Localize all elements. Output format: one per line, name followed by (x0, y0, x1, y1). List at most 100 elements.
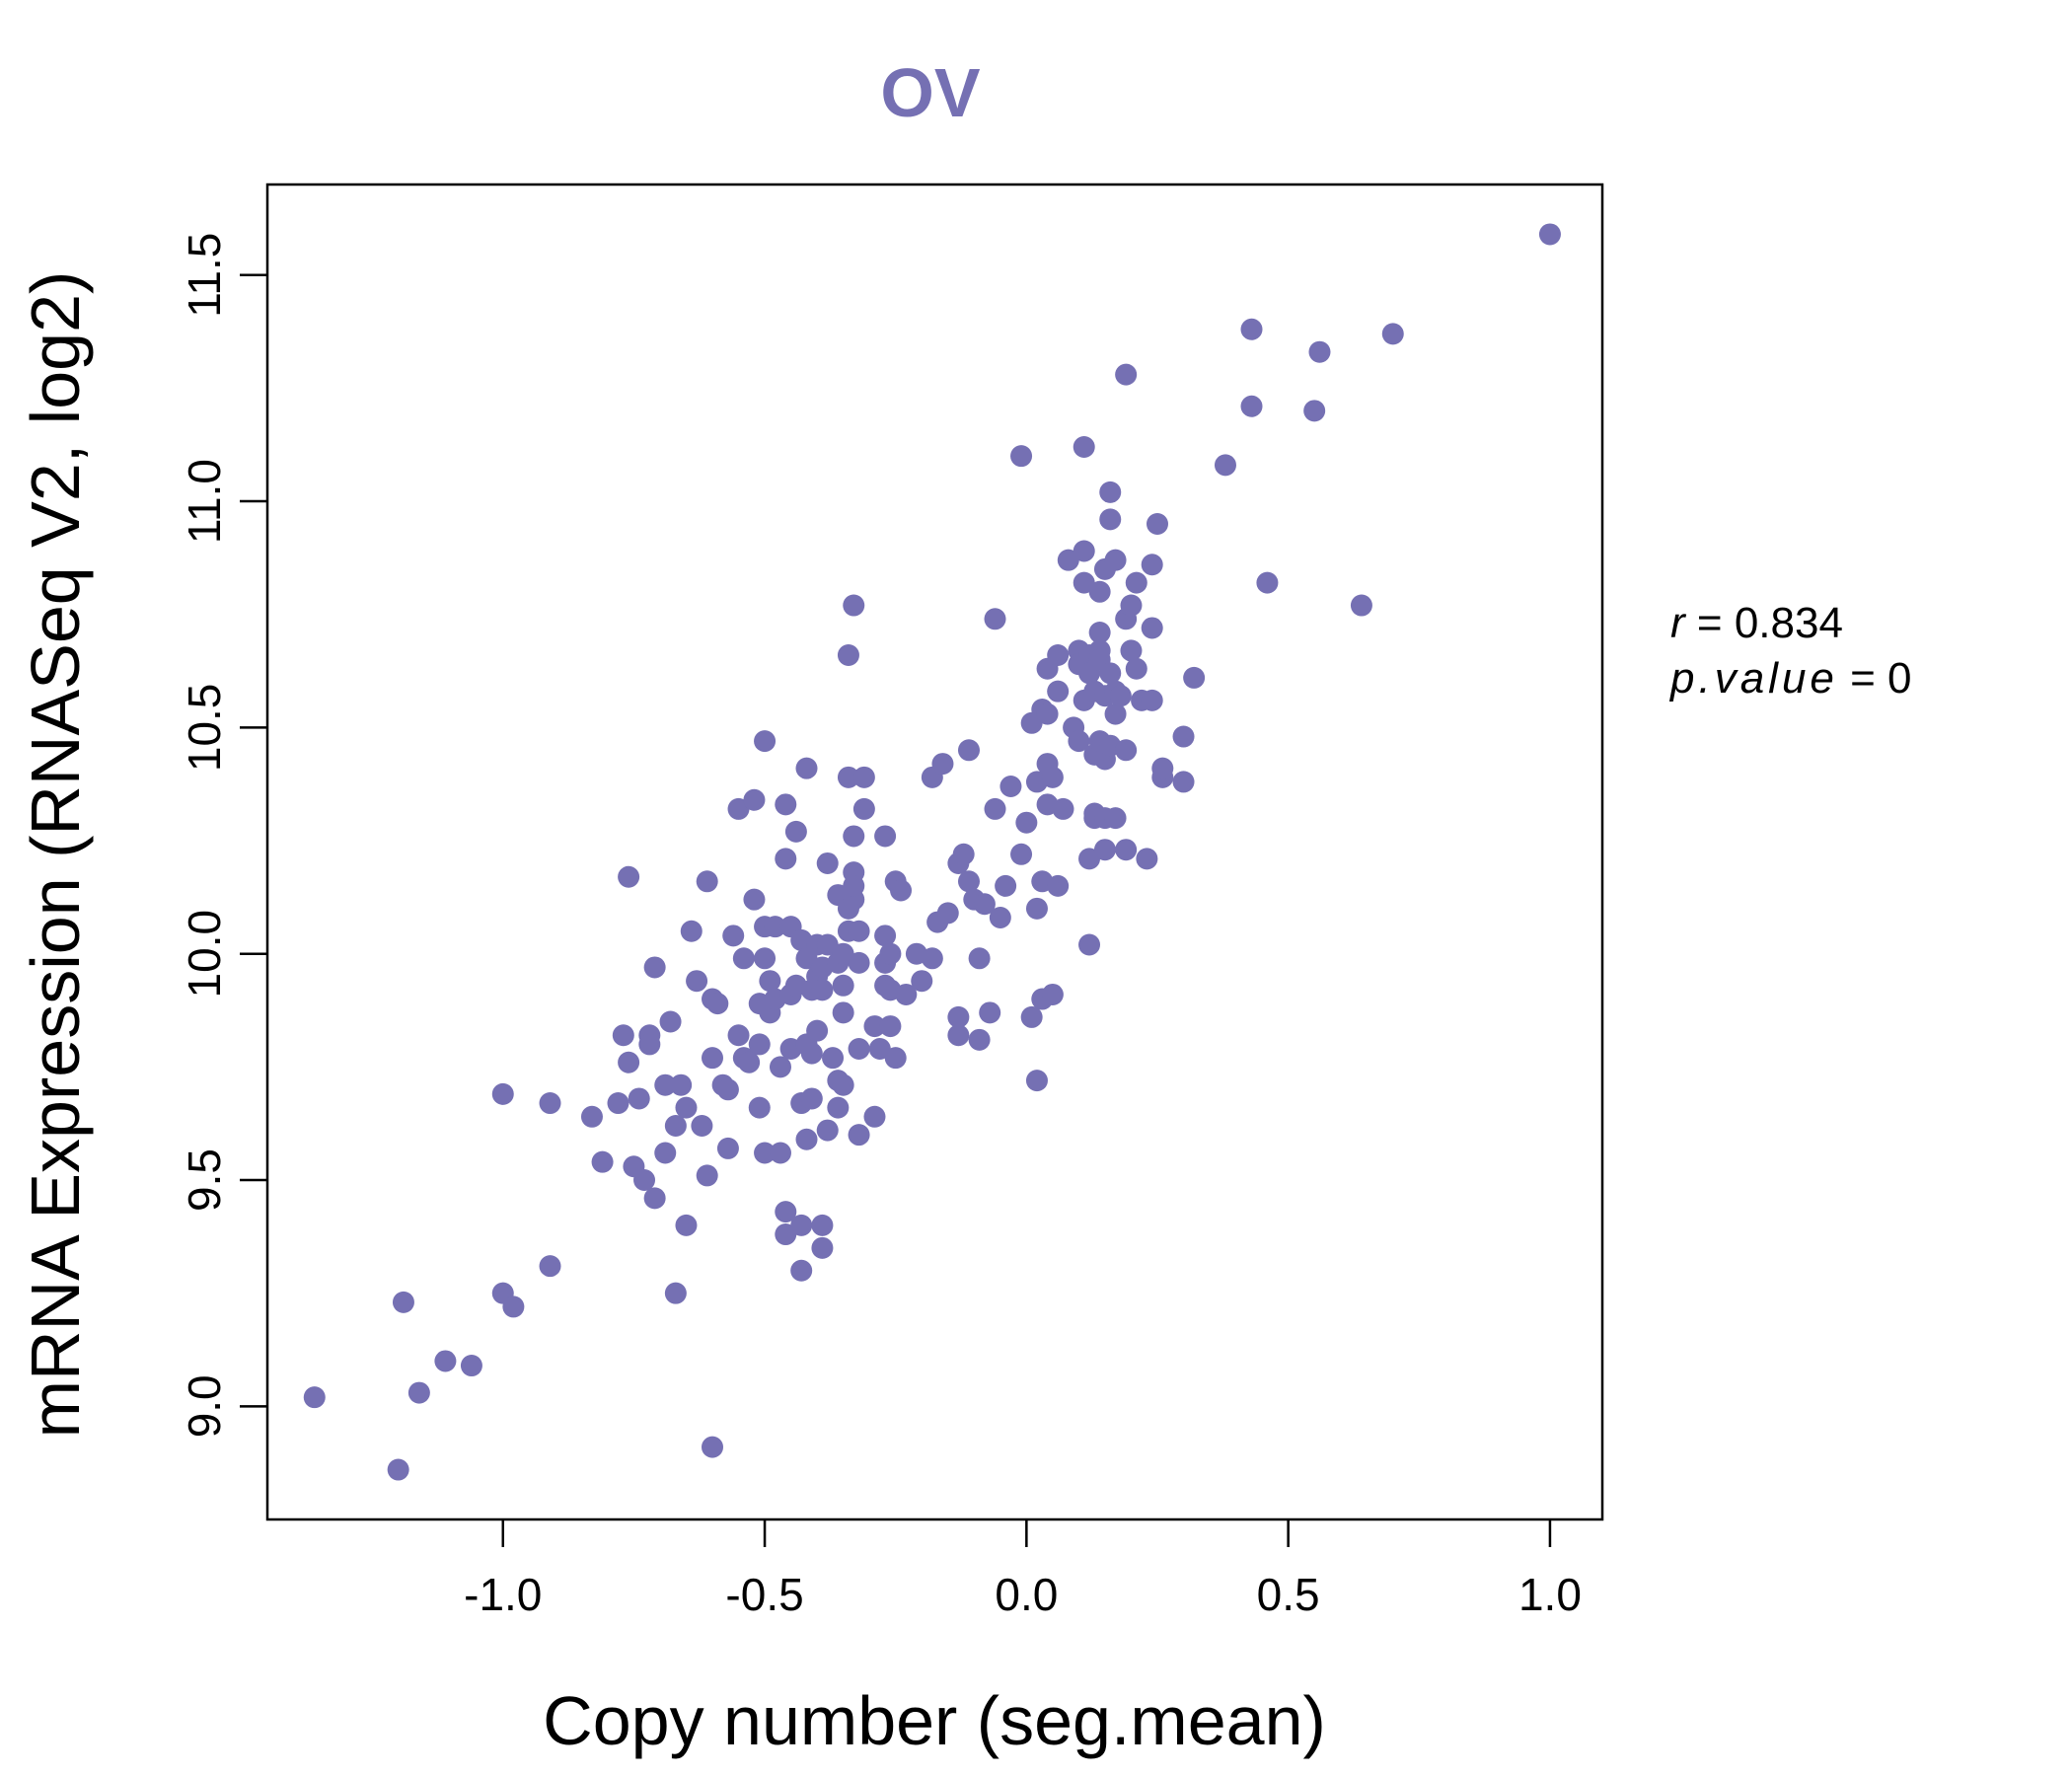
data-point (1147, 512, 1168, 535)
data-point (995, 874, 1017, 897)
data-point (727, 1024, 750, 1047)
data-points (303, 223, 1561, 1481)
data-point (832, 1073, 854, 1096)
data-point (670, 1073, 693, 1096)
data-point (806, 1019, 829, 1042)
data-point (973, 893, 996, 916)
data-point (811, 979, 834, 1001)
data-point (1099, 508, 1122, 531)
data-point (968, 947, 991, 970)
data-point (816, 851, 839, 874)
data-point (654, 1142, 677, 1164)
data-point (407, 1381, 430, 1404)
data-point (1120, 639, 1143, 662)
data-point (1104, 703, 1127, 725)
data-point (800, 1087, 823, 1110)
data-point (952, 843, 975, 865)
data-point (984, 797, 1006, 820)
data-point (591, 1150, 614, 1173)
data-point (633, 1169, 656, 1192)
data-point (732, 947, 755, 970)
data-point (759, 970, 781, 993)
data-point (957, 739, 980, 762)
data-point (1073, 540, 1095, 562)
data-point (957, 870, 980, 893)
data-point (764, 916, 786, 938)
data-point (947, 1024, 970, 1047)
data-point (1025, 897, 1048, 920)
data-point (816, 1119, 839, 1142)
p-label: p.value (1668, 654, 1838, 703)
data-point (868, 1038, 891, 1061)
data-point (607, 1092, 629, 1115)
data-point (1041, 766, 1064, 788)
data-point (706, 993, 729, 1015)
data-point (790, 1259, 813, 1282)
data-point (460, 1355, 482, 1377)
data-point (743, 888, 766, 911)
data-point (822, 1047, 845, 1070)
data-point (811, 1214, 834, 1236)
data-point (1308, 340, 1331, 363)
data-point (931, 753, 954, 776)
data-point (392, 1291, 414, 1313)
data-point (1125, 571, 1147, 594)
data-point (769, 1142, 791, 1164)
data-point (738, 1051, 761, 1073)
data-point (848, 920, 870, 942)
x-axis: -1.0 -0.5 0.0 0.5 1.0 (464, 1519, 1582, 1620)
data-point (874, 825, 897, 848)
data-point (852, 797, 875, 820)
data-point (863, 1105, 886, 1128)
data-point (1172, 771, 1195, 793)
x-tick-label: -1.0 (464, 1569, 542, 1620)
data-point (879, 1015, 902, 1038)
data-point (539, 1092, 561, 1115)
data-point (618, 865, 640, 888)
data-point (843, 594, 865, 617)
data-point (1093, 839, 1116, 861)
r-label: r (1670, 599, 1687, 647)
data-point (795, 1128, 818, 1150)
p-equals: = (1850, 654, 1887, 703)
data-point (702, 1047, 723, 1070)
data-point (686, 970, 708, 993)
data-point (1099, 481, 1122, 503)
y-axis: 9.0 9.5 10.0 10.5 11.0 11.5 (179, 233, 267, 1438)
data-point (832, 1001, 854, 1024)
data-point (1151, 757, 1174, 779)
data-point (675, 1096, 698, 1119)
y-tick-label: 9.5 (179, 1148, 230, 1212)
data-point (539, 1255, 561, 1278)
data-point (1047, 680, 1070, 703)
data-point (879, 942, 902, 965)
data-point (1025, 1070, 1048, 1092)
data-point (775, 848, 797, 870)
data-point (580, 1105, 603, 1128)
data-point (434, 1350, 457, 1372)
chart-title: OV (880, 54, 980, 131)
data-point (1015, 811, 1038, 834)
data-point (1010, 445, 1033, 468)
data-point (775, 1201, 797, 1223)
data-point (832, 974, 854, 997)
data-point (979, 1001, 1001, 1024)
r-equals: = (1697, 599, 1735, 647)
y-tick-label: 10.5 (179, 684, 230, 773)
data-point (696, 870, 718, 893)
data-point (775, 1223, 797, 1246)
data-point (754, 947, 777, 970)
data-point (748, 1033, 771, 1056)
x-tick-label: 0.0 (995, 1569, 1058, 1620)
x-tick-label: 0.5 (1257, 1569, 1320, 1620)
data-point (784, 820, 807, 843)
y-axis-label: mRNA Expression (RNASeq V2, log2) (17, 271, 94, 1439)
data-point (754, 730, 777, 753)
data-point (1088, 622, 1111, 644)
data-point (612, 1024, 634, 1047)
data-point (1099, 662, 1122, 685)
data-point (1078, 933, 1101, 956)
svg-text:r = 0.834: r = 0.834 (1670, 599, 1843, 647)
data-point (1088, 580, 1111, 603)
data-point (638, 1033, 661, 1056)
